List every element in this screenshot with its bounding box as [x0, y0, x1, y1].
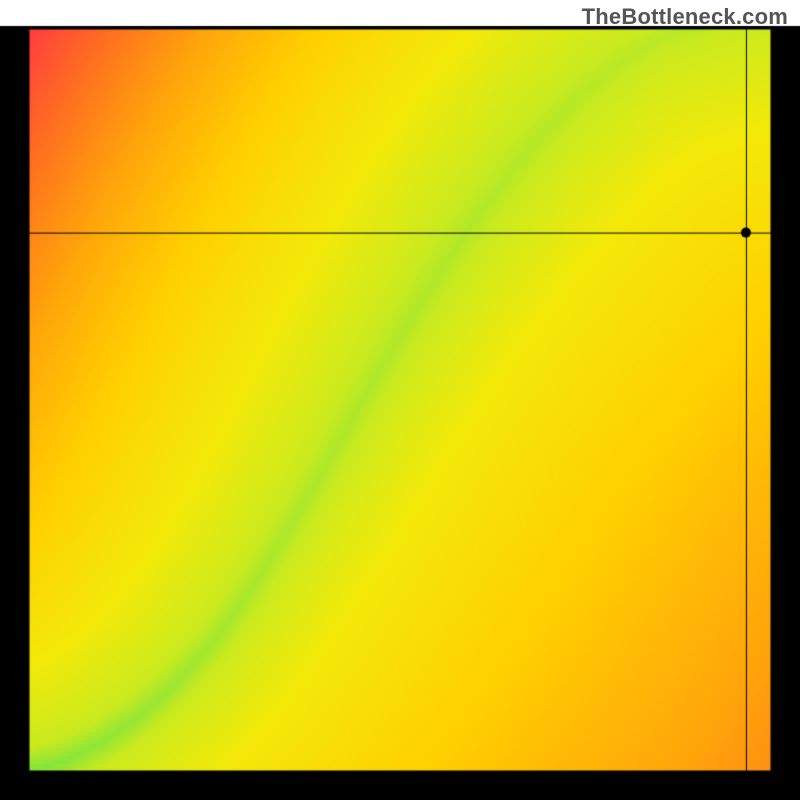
watermark-text: TheBottleneck.com	[582, 4, 788, 30]
bottleneck-heatmap	[0, 0, 800, 800]
chart-container: TheBottleneck.com	[0, 0, 800, 800]
